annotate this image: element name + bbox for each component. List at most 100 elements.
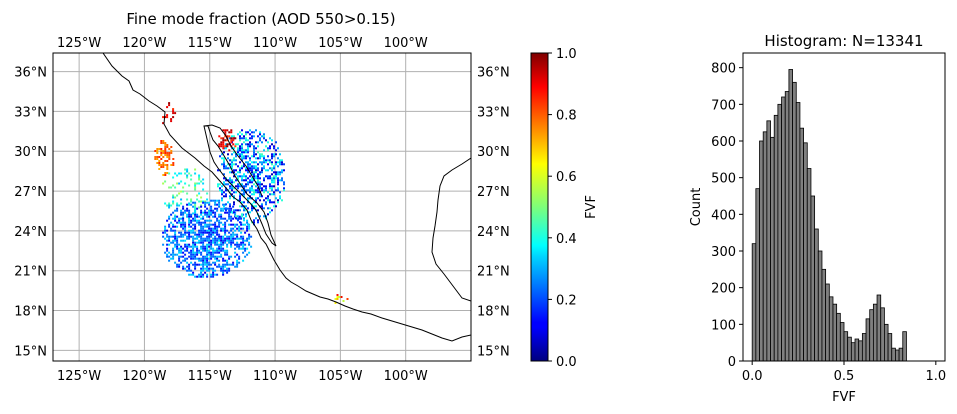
fvf-pixel — [196, 235, 199, 238]
fvf-pixel — [230, 141, 233, 144]
fvf-pixel — [226, 269, 229, 272]
fvf-pixel — [236, 245, 239, 248]
fvf-pixel — [176, 209, 179, 212]
fvf-pixel — [221, 153, 223, 156]
fvf-pixel — [263, 191, 265, 194]
histogram-x-tick-label: 1.0 — [925, 369, 946, 384]
fvf-pixel — [244, 243, 247, 246]
fvf-pixel — [176, 215, 179, 218]
fvf-pixel — [223, 195, 225, 198]
fvf-pixel — [206, 213, 209, 216]
fvf-pixel — [190, 253, 193, 256]
fvf-pixel — [226, 229, 229, 232]
fvf-pixel — [160, 140, 163, 142]
map-lon-label-bottom: 120°W — [122, 369, 166, 384]
map-lat-label-right: 27°N — [477, 185, 510, 200]
fvf-pixel — [200, 217, 203, 220]
fvf-pixel — [192, 249, 195, 252]
fvf-pixel — [247, 143, 249, 146]
fvf-pixel — [172, 249, 175, 252]
fvf-pixel — [218, 199, 221, 202]
fvf-pixel — [160, 150, 163, 152]
fvf-pixel — [196, 194, 199, 197]
fvf-pixel — [204, 209, 207, 212]
fvf-pixel — [231, 135, 233, 138]
fvf-pixel — [218, 219, 221, 222]
fvf-pixel — [190, 255, 193, 258]
fvf-pixel — [224, 145, 227, 148]
fvf-pixel — [232, 235, 235, 238]
fvf-pixel — [186, 269, 189, 272]
fvf-pixel — [194, 168, 197, 171]
fvf-pixel — [242, 213, 245, 216]
fvf-pixel — [257, 151, 259, 154]
fvf-pixel — [226, 237, 229, 240]
fvf-pixel — [223, 157, 225, 160]
histogram-bar — [755, 188, 760, 362]
map-lat-label-right: 21°N — [477, 265, 510, 280]
fvf-pixel — [228, 257, 231, 260]
fvf-pixel — [202, 217, 205, 220]
fvf-pixel — [221, 193, 223, 196]
fvf-pixel — [188, 269, 191, 272]
fvf-pixel — [224, 131, 227, 134]
histogram-bar — [751, 243, 757, 362]
fvf-pixel — [194, 213, 197, 216]
fvf-cluster — [334, 294, 349, 304]
fvf-pixel — [164, 227, 167, 230]
fvf-pixel — [208, 209, 211, 212]
fvf-pixel — [160, 152, 163, 154]
fvf-pixel — [170, 253, 173, 256]
fvf-pixel — [170, 150, 173, 152]
fvf-pixel — [206, 229, 209, 232]
fvf-pixel — [223, 173, 225, 176]
fvf-pixel — [198, 192, 201, 195]
fvf-pixel — [206, 225, 209, 228]
fvf-pixel — [188, 229, 191, 232]
fvf-pixel — [218, 201, 221, 204]
fvf-data-layer — [154, 102, 349, 304]
map-lon-label-bottom: 100°W — [384, 369, 428, 384]
map-lat-label-left: 33°N — [14, 105, 47, 120]
fvf-pixel — [210, 227, 213, 230]
fvf-pixel — [198, 239, 201, 242]
fvf-pixel — [239, 195, 241, 198]
fvf-pixel — [229, 185, 231, 188]
fvf-pixel — [220, 227, 223, 230]
fvf-pixel — [184, 211, 187, 214]
fvf-pixel — [216, 251, 219, 254]
fvf-pixel — [263, 135, 265, 138]
fvf-pixel — [204, 213, 207, 216]
fvf-pixel — [202, 249, 205, 252]
fvf-pixel — [220, 239, 223, 242]
fvf-pixel — [156, 152, 159, 154]
fvf-pixel — [168, 255, 171, 258]
fvf-pixel — [210, 255, 213, 258]
fvf-pixel — [279, 171, 281, 174]
fvf-pixel — [273, 181, 275, 184]
fvf-pixel — [232, 139, 235, 142]
fvf-pixel — [241, 167, 243, 170]
fvf-pixel — [269, 137, 271, 140]
fvf-pixel — [214, 239, 217, 242]
fvf-pixel — [230, 131, 233, 134]
histogram-y-tick-label: 400 — [711, 208, 736, 223]
fvf-pixel — [242, 259, 245, 262]
fvf-pixel — [222, 273, 225, 276]
fvf-pixel — [184, 253, 187, 256]
fvf-pixel — [202, 273, 205, 276]
fvf-pixel — [172, 184, 175, 187]
fvf-pixel — [192, 271, 195, 274]
fvf-pixel — [206, 237, 209, 240]
fvf-pixel — [235, 215, 237, 218]
histogram-bar — [898, 347, 904, 362]
fvf-pixel — [257, 189, 259, 192]
fvf-pixel — [190, 174, 193, 177]
fvf-pixel — [204, 247, 207, 250]
histogram-bar — [788, 69, 793, 362]
fvf-pixel — [246, 239, 249, 242]
fvf-pixel — [238, 225, 241, 228]
fvf-pixel — [192, 273, 195, 276]
fvf-pixel — [172, 239, 175, 242]
fvf-pixel — [182, 219, 185, 222]
